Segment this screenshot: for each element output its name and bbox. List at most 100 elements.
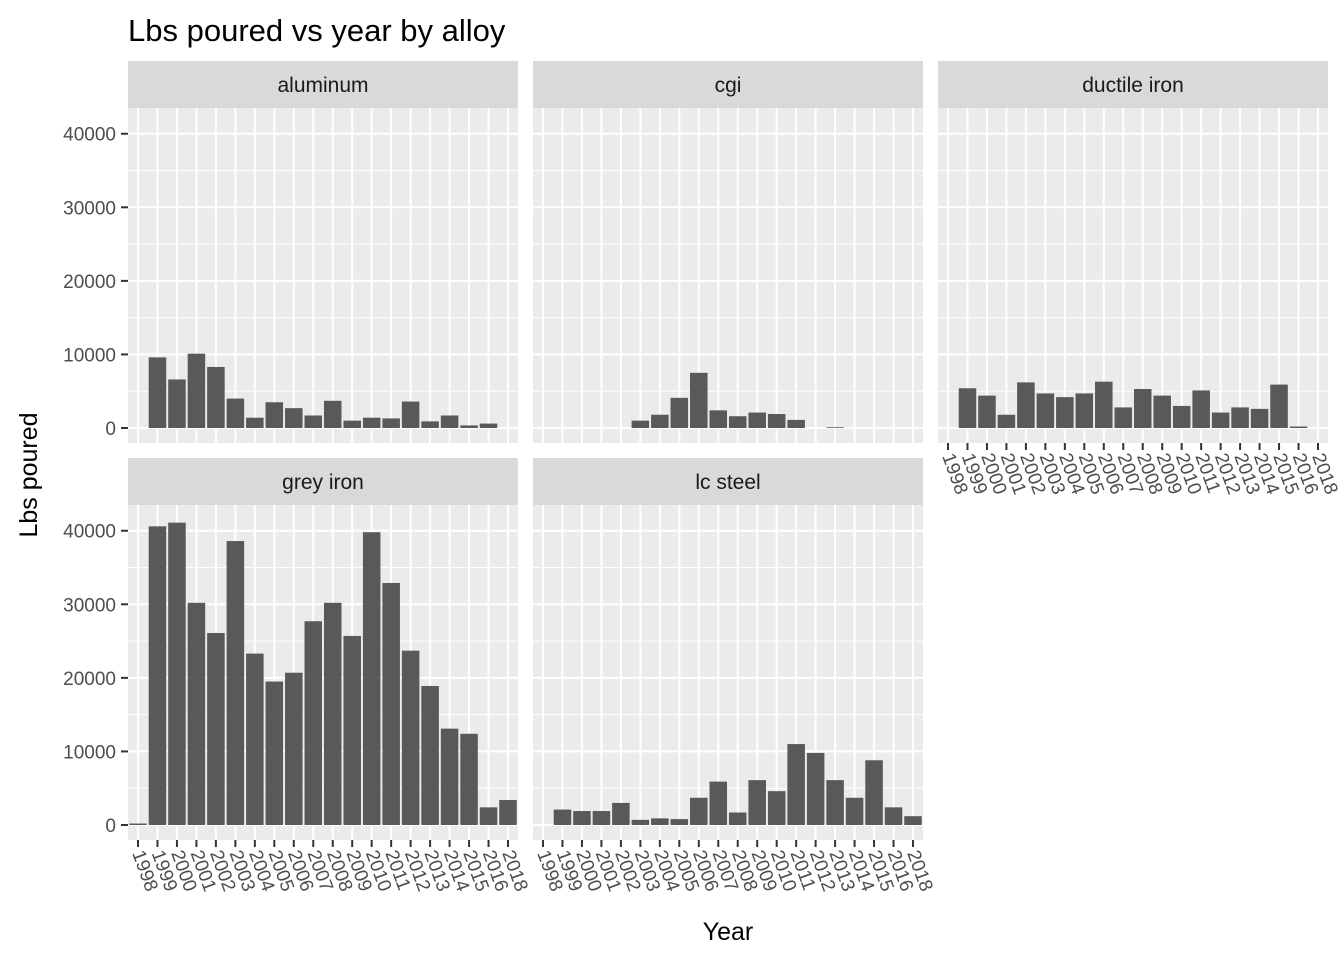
facet-aluminum: aluminum 0 10000 20000 30000 40000 (63, 61, 518, 443)
bar-2009 (748, 412, 766, 428)
bar-2001 (592, 811, 611, 825)
bar-2004 (651, 414, 669, 428)
bar-2012 (1211, 412, 1230, 428)
bar-2001 (187, 353, 206, 428)
bar-1999 (148, 357, 167, 428)
bar-2008 (323, 602, 342, 825)
bar-2014 (440, 415, 459, 428)
facet-strip (533, 61, 923, 108)
bar-2003 (226, 398, 245, 428)
facet-strip-label: aluminum (277, 74, 368, 97)
panel-background (128, 505, 518, 840)
bar-2000 (168, 522, 186, 825)
facet-cgi: cgi (533, 61, 923, 443)
bar-2003 (631, 420, 650, 428)
bar-2011 (787, 419, 805, 428)
bar-2018 (904, 816, 922, 825)
bar-2015 (1270, 384, 1288, 428)
bar-2014 (440, 728, 459, 825)
bar-2005 (670, 397, 689, 428)
bar-2010 (362, 417, 381, 428)
bar-2009 (343, 420, 361, 428)
bar-2011 (382, 582, 400, 825)
y-tick-label: 10000 (63, 345, 116, 366)
bar-2005 (670, 819, 689, 825)
y-tick-label: 10000 (63, 742, 116, 763)
bar-2009 (748, 780, 766, 825)
bar-1999 (553, 809, 572, 825)
bar-2007 (709, 781, 728, 825)
bar-2008 (728, 416, 747, 428)
bar-2006 (285, 672, 303, 825)
panel-background (533, 505, 923, 840)
panel-background (128, 108, 518, 443)
facet-ductile-iron: ductile iron1998199920002001200220032004… (937, 61, 1341, 498)
facet-strip (938, 61, 1328, 108)
bar-2002 (207, 633, 225, 825)
bar-2000 (168, 379, 186, 428)
bar-2013 (421, 685, 439, 825)
bar-2006 (690, 797, 708, 825)
facet-strip-label: ductile iron (1082, 74, 1184, 97)
y-tick-label: 20000 (63, 669, 116, 690)
bar-2015 (460, 733, 478, 825)
bar-2004 (246, 653, 264, 825)
bar-2002 (1017, 382, 1035, 428)
bar-2004 (651, 818, 669, 825)
bar-2004 (1056, 397, 1074, 428)
bar-2012 (401, 650, 420, 825)
bar-2010 (362, 532, 381, 825)
x-axis-title: Year (703, 918, 754, 946)
bar-2003 (631, 819, 650, 825)
facet-strip (128, 61, 518, 108)
bar-2005 (265, 402, 284, 428)
bar-2016 (479, 423, 498, 428)
bar-2001 (997, 414, 1016, 428)
bar-1999 (958, 388, 977, 428)
bar-2010 (1172, 405, 1191, 428)
bar-2002 (612, 802, 630, 825)
panel-background (938, 108, 1328, 443)
bar-2010 (767, 414, 786, 428)
bar-2008 (323, 400, 342, 428)
bar-1999 (148, 526, 167, 825)
bar-2009 (1153, 395, 1171, 428)
bar-2000 (978, 395, 996, 428)
y-tick-label: 40000 (63, 522, 116, 543)
facet-strip (128, 458, 518, 505)
bar-2009 (343, 635, 361, 825)
facet-lc-steel: lc steel19981999200020012002200320042005… (532, 458, 936, 895)
bar-2015 (865, 760, 883, 825)
bar-2014 (1250, 408, 1269, 428)
facet-strip (533, 458, 923, 505)
facet-strip-label: cgi (715, 74, 742, 97)
y-tick-label: 20000 (63, 272, 116, 293)
bar-2007 (304, 621, 323, 825)
bar-2013 (421, 421, 439, 428)
facet-grey-iron: grey iron0100002000030000400001998199920… (63, 458, 531, 895)
y-tick-label: 40000 (63, 125, 116, 146)
bar-2018 (499, 799, 517, 825)
facet-strip-label: lc steel (695, 471, 760, 494)
y-tick-label: 0 (105, 816, 116, 837)
bar-2013 (1231, 407, 1249, 428)
panel-background (533, 108, 923, 443)
bar-2006 (690, 372, 708, 428)
bar-2000 (573, 811, 591, 825)
bar-2016 (479, 807, 498, 825)
bar-2003 (226, 541, 245, 825)
bar-1998 (129, 823, 147, 825)
bar-2016 (884, 807, 903, 825)
y-axis-title: Lbs poured (15, 412, 43, 537)
bar-2006 (1095, 381, 1113, 428)
y-tick-label: 30000 (63, 595, 116, 616)
bar-2012 (401, 401, 420, 428)
y-tick-label: 0 (105, 419, 116, 440)
bar-2016 (1289, 426, 1308, 428)
bar-2012 (806, 752, 825, 825)
bar-2008 (1133, 389, 1152, 428)
bar-2003 (1036, 393, 1055, 428)
bar-2005 (265, 681, 284, 825)
bar-2011 (1192, 390, 1210, 428)
facet-panels: aluminum 0 10000 20000 30000 40000 cgi ductile … (63, 61, 1341, 895)
